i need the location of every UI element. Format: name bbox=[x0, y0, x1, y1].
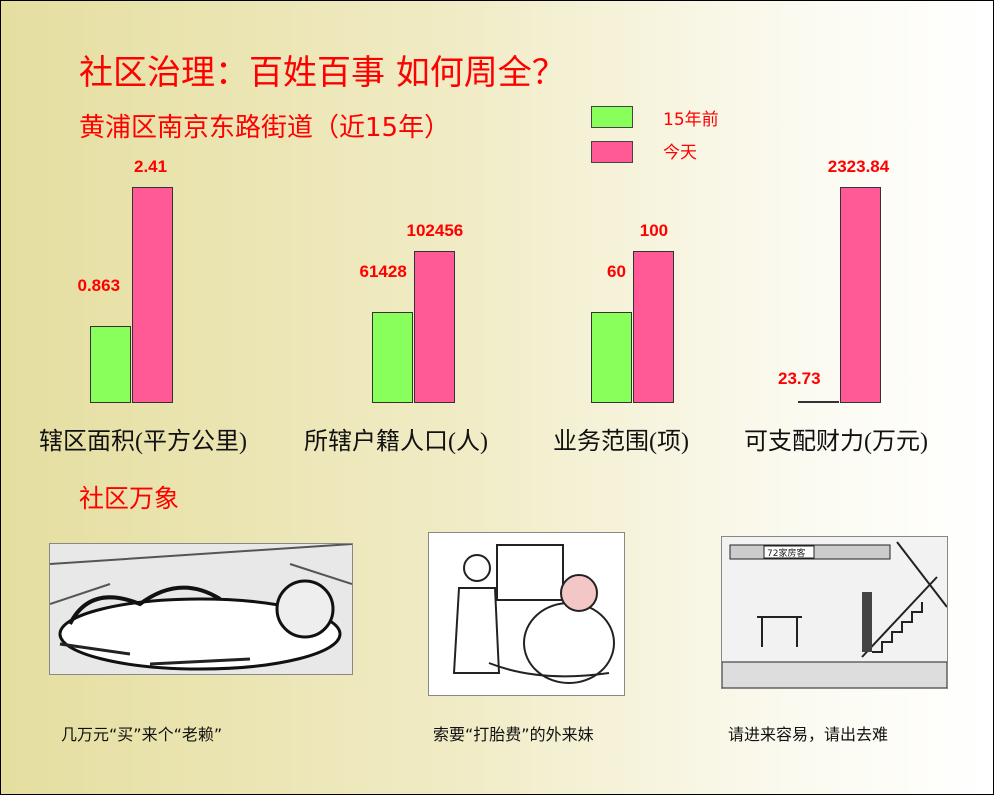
picture-caption: 索要“打胎费”的外来妹 bbox=[433, 725, 594, 744]
legend-swatch-today bbox=[591, 141, 633, 163]
legend-swatch-before bbox=[591, 106, 633, 128]
data-label: 61428 bbox=[359, 261, 407, 281]
section-title: 社区万象 bbox=[79, 484, 180, 513]
bar-before bbox=[591, 311, 632, 403]
bar-before bbox=[372, 311, 413, 403]
picture-caption: 几万元“买”来个“老赖” bbox=[61, 725, 223, 744]
slide-title: 社区治理：百姓百事 如何周全？ bbox=[79, 53, 566, 93]
data-label: 2.41 bbox=[134, 157, 168, 176]
bar-today bbox=[633, 251, 674, 403]
legend-label-today: 今天 bbox=[663, 143, 697, 163]
house-sign: 72家房客 bbox=[767, 547, 805, 559]
cartoon-lazy-man-image bbox=[49, 543, 353, 675]
data-label: 0.863 bbox=[77, 275, 121, 295]
category-label: 所辖户籍人口(人) bbox=[304, 429, 488, 455]
bar-today bbox=[414, 251, 455, 403]
data-label: 100 bbox=[639, 221, 669, 240]
data-label: 60 bbox=[607, 261, 626, 281]
category-label: 辖区面积(平方公里) bbox=[39, 429, 247, 455]
data-label: 2323.84 bbox=[827, 157, 890, 176]
bar-today bbox=[840, 187, 881, 403]
bar-before bbox=[90, 325, 131, 403]
cartoon-doctor-patient-image bbox=[428, 532, 625, 696]
category-label: 可支配财力(万元) bbox=[744, 429, 928, 455]
data-label: 23.73 bbox=[778, 369, 821, 388]
bar-before bbox=[798, 400, 839, 403]
chart-subtitle: 黄浦区南京东路街道（近15年） bbox=[79, 113, 451, 143]
cartoon-72-tenants-house-image: 72家房客 bbox=[721, 536, 948, 689]
picture-caption: 请进来容易，请出去难 bbox=[728, 725, 889, 744]
data-label: 102456 bbox=[406, 221, 464, 240]
category-label: 业务范围(项) bbox=[553, 429, 689, 455]
bar-today bbox=[132, 187, 173, 403]
legend-label-before: 15年前 bbox=[663, 110, 719, 130]
